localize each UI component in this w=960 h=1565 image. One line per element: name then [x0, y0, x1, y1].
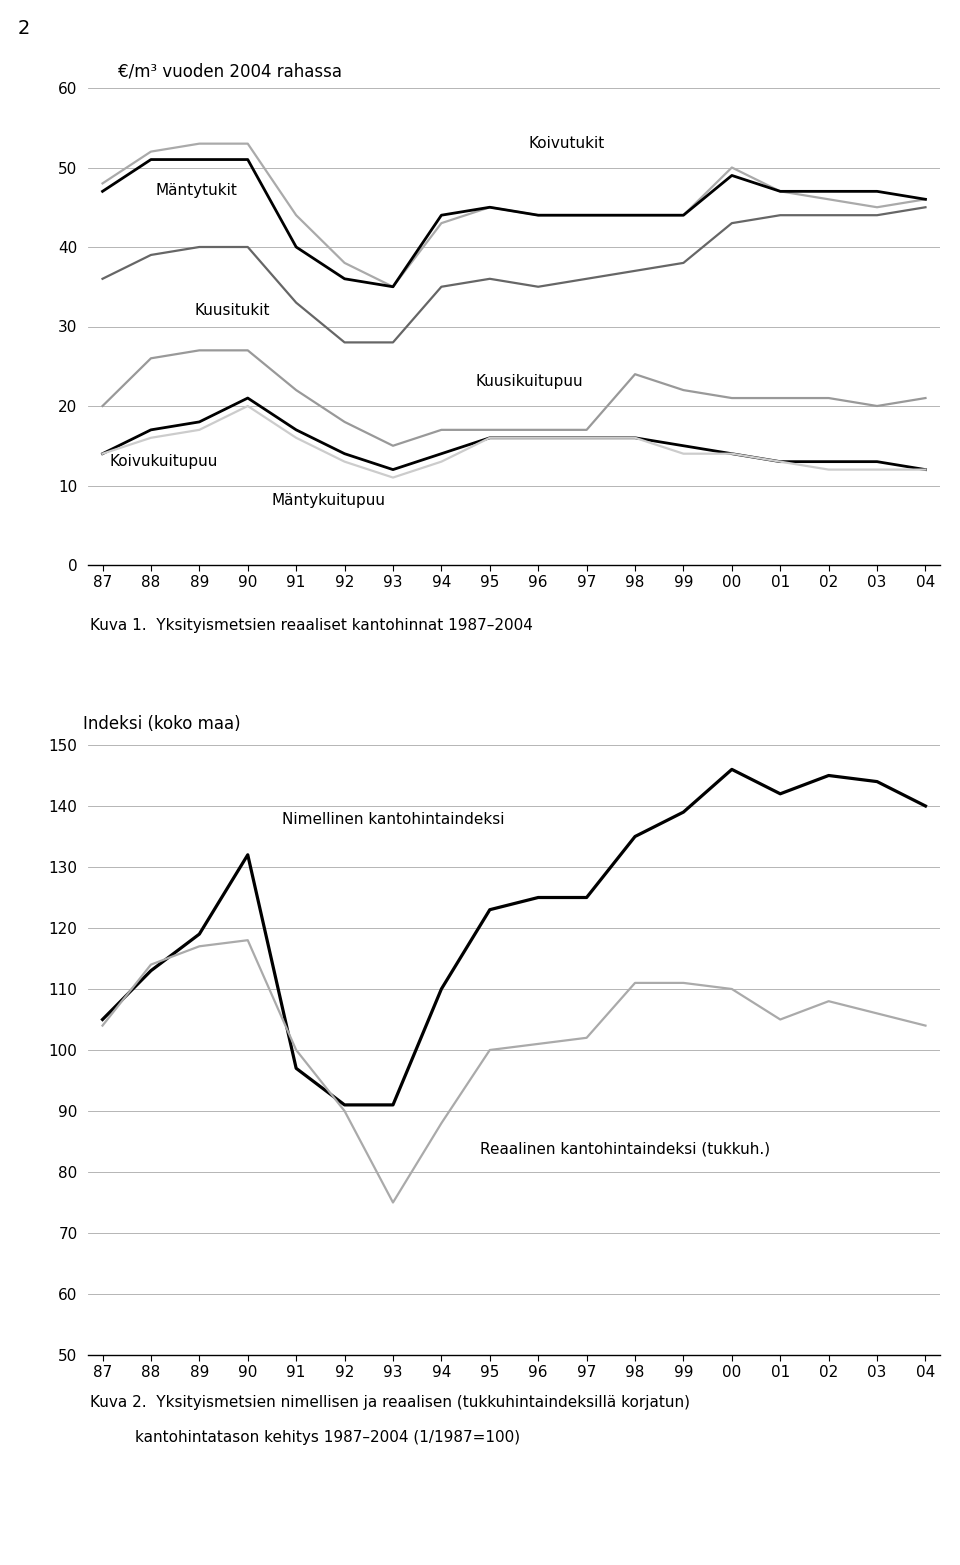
Text: Kuusitukit: Kuusitukit — [195, 302, 270, 318]
Text: Nimellinen kantohintaindeksi: Nimellinen kantohintaindeksi — [281, 812, 504, 828]
Text: Kuusikuitupuu: Kuusikuitupuu — [475, 374, 583, 390]
Text: Koivutukit: Koivutukit — [529, 136, 605, 150]
Text: Kuva 2.  Yksityismetsien nimellisen ja reaalisen (tukkuhintaindeksillä korjatun): Kuva 2. Yksityismetsien nimellisen ja re… — [90, 1394, 690, 1410]
Text: Koivukuitupuu: Koivukuitupuu — [109, 454, 218, 468]
Text: Indeksi (koko maa): Indeksi (koko maa) — [83, 715, 241, 732]
Text: Kuva 1.  Yksityismetsien reaaliset kantohinnat 1987–2004: Kuva 1. Yksityismetsien reaaliset kantoh… — [90, 618, 533, 632]
Text: kantohintatason kehitys 1987–2004 (1/1987=100): kantohintatason kehitys 1987–2004 (1/198… — [135, 1430, 520, 1444]
Text: Reaalinen kantohintaindeksi (tukkuh.): Reaalinen kantohintaindeksi (tukkuh.) — [480, 1142, 770, 1157]
Text: Mäntykuitupuu: Mäntykuitupuu — [272, 493, 386, 509]
Text: Mäntytukit: Mäntytukit — [156, 183, 238, 199]
Text: €/m³ vuoden 2004 rahassa: €/m³ vuoden 2004 rahassa — [118, 63, 342, 80]
Text: 2: 2 — [18, 19, 31, 39]
